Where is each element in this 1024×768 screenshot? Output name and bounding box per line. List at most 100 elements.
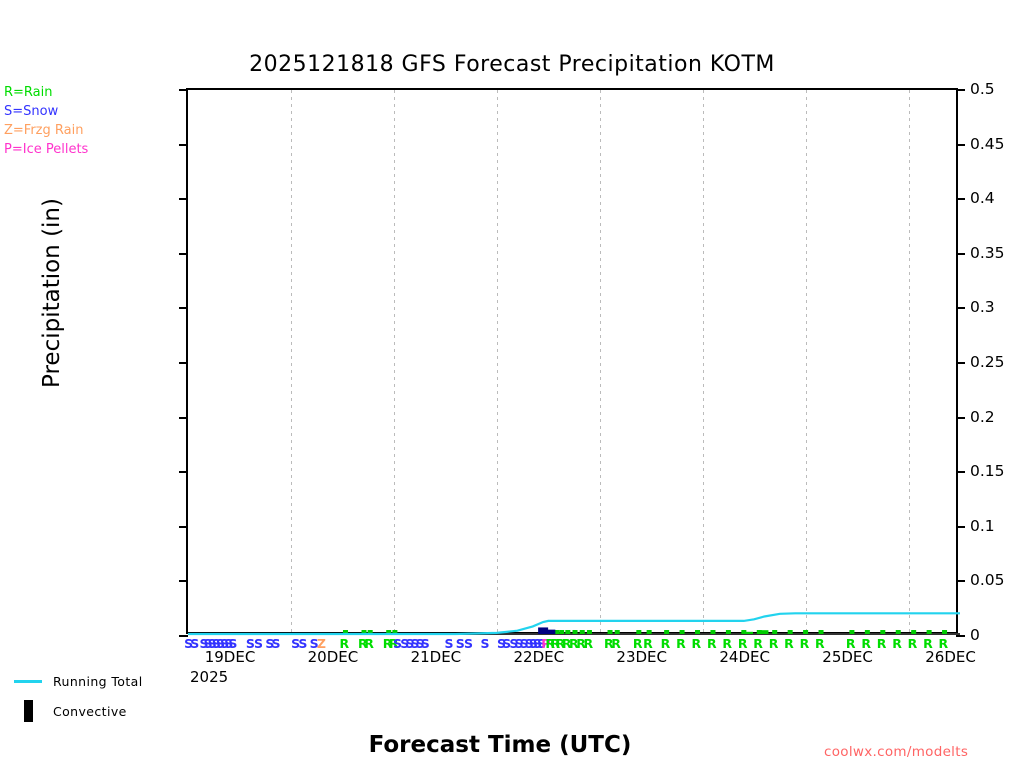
convective-swatch: [24, 700, 33, 722]
precip-bar: [803, 630, 809, 634]
x-axis-title: Forecast Time (UTC): [368, 732, 632, 758]
precip-type-marker: S: [444, 636, 454, 651]
y-axis-tick-right: [956, 416, 965, 419]
y-axis-tick-left: [179, 143, 188, 146]
precip-type-marker: S: [400, 636, 410, 651]
precip-type-marker: R: [388, 636, 399, 651]
precip-type-marker: S: [265, 636, 275, 651]
gridline: [805, 90, 807, 632]
precip-bar: [607, 630, 613, 634]
precip-type-legend-item: Z=Frzg Rain: [4, 123, 84, 138]
precip-type-marker: R: [815, 636, 825, 651]
precip-type-marker: R: [611, 636, 621, 651]
running-total-line: [188, 612, 960, 636]
y-axis-tick-left: [179, 635, 188, 637]
y-axis-tick-left: [179, 307, 188, 310]
series-legend: Running Total Convective: [14, 666, 189, 726]
precip-type-marker: R: [382, 636, 393, 651]
precip-type-marker: S: [464, 636, 474, 651]
precip-type-marker: P: [541, 636, 551, 651]
precip-bar: [579, 630, 585, 634]
plot-area: 000.050.050.10.10.150.150.20.20.250.250.…: [179, 80, 1005, 644]
y-axis-tick-left: [179, 525, 188, 528]
convective-bar: [538, 627, 549, 634]
precip-bar: [586, 630, 592, 634]
precip-bar: [664, 630, 670, 634]
precip-bar: [787, 630, 793, 634]
precip-type-marker: R: [339, 636, 350, 651]
precip-bar: [565, 630, 571, 634]
y-axis-tick-left: [179, 580, 188, 583]
x-axis-year-label: 2025: [190, 668, 229, 686]
precip-type-marker: R: [550, 636, 561, 651]
precip-type-marker: S: [199, 636, 209, 651]
y-axis-tick-left: [179, 416, 188, 419]
precip-type-marker: R: [845, 636, 856, 651]
precip-type-marker: S: [519, 636, 529, 651]
precip-bar: [367, 630, 373, 634]
x-axis-label: 19DEC: [204, 648, 256, 666]
precip-type-marker: R: [576, 636, 586, 651]
precip-type-marker: S: [405, 636, 415, 651]
precip-bar-tall: [744, 631, 753, 634]
y-axis-label-right: 0.15: [970, 462, 1005, 481]
precip-type-marker: S: [537, 636, 547, 651]
precip-type-marker: S: [184, 636, 194, 651]
precip-type-marker: R: [938, 636, 949, 651]
precip-bar: [911, 630, 917, 634]
y-axis-label-right: 0: [970, 626, 980, 644]
precip-type-marker: S: [190, 636, 200, 651]
y-axis-tick-left: [179, 362, 188, 364]
precip-bar: [559, 630, 565, 634]
precip-type-marker: R: [555, 636, 566, 651]
precip-type-marker: R: [892, 636, 902, 651]
gridline: [599, 90, 601, 632]
precip-type-marker: R: [861, 636, 871, 651]
y-axis-label-right: 0.1: [970, 516, 995, 535]
y-axis-tick-right: [956, 143, 965, 146]
precip-type-marker: R: [561, 636, 572, 651]
precip-type-marker: R: [583, 636, 594, 651]
precip-type-marker: S: [298, 636, 308, 651]
convective-bar: [545, 629, 556, 634]
precip-type-marker: R: [364, 636, 374, 651]
y-axis-label-right: 0.05: [970, 571, 1005, 590]
y-axis-label-right: 0.3: [970, 298, 995, 317]
precip-type-marker: S: [528, 636, 538, 651]
series-legend-item: Convective: [14, 696, 189, 726]
precip-type-marker: S: [455, 636, 465, 651]
precip-bar: [725, 630, 731, 634]
x-axis-label: 21DEC: [410, 648, 462, 666]
series-legend-item: Running Total: [14, 666, 189, 696]
running-total-swatch: [14, 679, 42, 683]
precip-type-marker: S: [524, 636, 534, 651]
precip-bar: [880, 630, 886, 634]
precip-type-marker: R: [643, 636, 653, 651]
precip-type-marker: R: [545, 636, 555, 651]
precip-bar: [342, 630, 348, 634]
precip-type-marker: R: [569, 636, 579, 651]
precip-type-marker: R: [799, 636, 810, 651]
precip-type-marker: R: [784, 636, 794, 651]
precip-bar: [679, 630, 685, 634]
gridline: [393, 90, 395, 632]
y-axis-tick-right: [956, 580, 965, 583]
x-axis-label: 25DEC: [822, 648, 873, 666]
precip-type-marker: R: [676, 636, 686, 651]
precip-type-marker: S: [254, 636, 264, 651]
y-axis-tick-right: [956, 525, 965, 528]
gridline: [290, 90, 292, 632]
y-axis-label-right: 0.2: [970, 407, 995, 426]
precip-type-marker: S: [215, 636, 225, 651]
y-axis-label-right: 0.4: [970, 189, 995, 208]
gridline: [702, 90, 704, 632]
y-axis-label-right: 0.45: [970, 134, 1005, 153]
precip-type-marker: S: [502, 636, 512, 651]
y-axis-tick-right: [956, 89, 965, 91]
precip-type-marker: S: [224, 636, 234, 651]
y-axis-tick-right: [956, 362, 965, 364]
precip-type-marker: R: [632, 636, 643, 651]
y-axis-tick-left: [179, 471, 188, 474]
series-legend-label: Running Total: [53, 673, 143, 689]
